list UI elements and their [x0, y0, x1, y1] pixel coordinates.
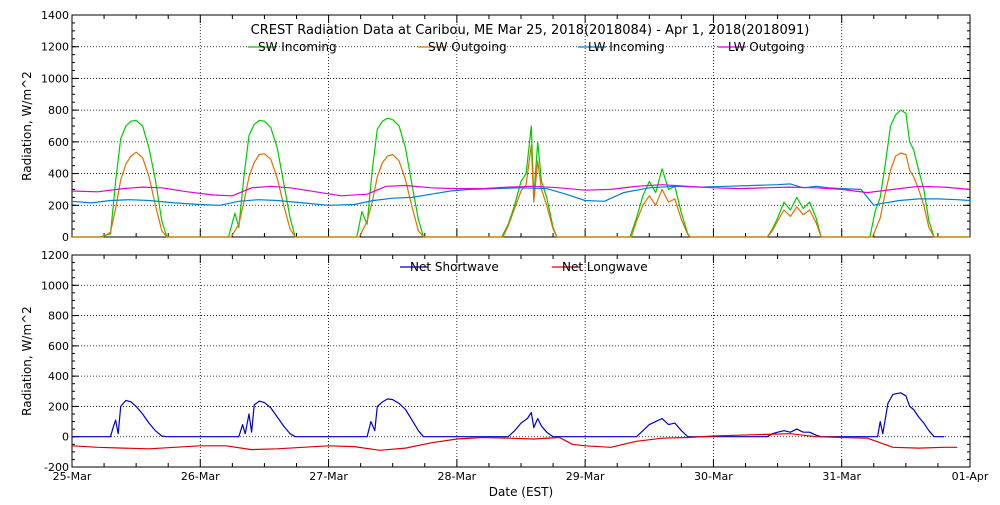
y-tick-label: 1200	[41, 41, 69, 54]
y-tick-label: 1400	[41, 9, 69, 22]
y-tick-label: 0	[62, 431, 69, 444]
x-tick-label: 27-Mar	[309, 470, 348, 483]
series-line-lw-incoming	[71, 183, 971, 206]
y-tick-label: 600	[48, 136, 69, 149]
series-line-sw-outgoing	[72, 144, 970, 238]
top-panel: 0 200 400 600 800 1000 1200 1400 Radiation, W/m^…	[20, 9, 971, 244]
y-tick-label: 600	[48, 340, 69, 353]
y-tick-label: 1200	[41, 249, 69, 262]
series-line-net-shortwave	[72, 392, 945, 438]
plot-frame	[71, 254, 971, 468]
y-tick-label: 800	[48, 104, 69, 117]
x-tick-label: 01-Apr	[952, 470, 989, 483]
legend-label: Net Longwave	[562, 260, 648, 274]
plot-frame	[71, 14, 971, 238]
y-tick-label: 400	[48, 168, 69, 181]
x-tick-label: 28-Mar	[437, 470, 476, 483]
x-axis-title: Date (EST)	[489, 485, 553, 499]
legend-label: LW Incoming	[588, 40, 665, 54]
x-tick-label: 25-Mar	[53, 470, 92, 483]
y-tick-label: 0	[62, 231, 69, 244]
x-tick-label: 30-Mar	[694, 470, 733, 483]
y-tick-label: -200	[44, 461, 69, 474]
y-tick-label: 400	[48, 370, 69, 383]
y-tick-label: 800	[48, 310, 69, 323]
legend-label: Net Shortwave	[410, 260, 499, 274]
y-axis-title: Radiation, W/m^2	[20, 306, 34, 416]
series-line-sw-incoming	[72, 109, 970, 238]
x-tick-label: 29-Mar	[566, 470, 605, 483]
legend-label: SW Incoming	[258, 40, 337, 54]
bottom-panel: -200 0 200 400 600 800 1000 1200 25-Mar 26-Mar 27-…	[20, 249, 989, 499]
x-tick-label: 26-Mar	[181, 470, 220, 483]
y-tick-label: 1000	[41, 279, 69, 292]
chart-title: CREST Radiation Data at Caribou, ME Mar …	[251, 23, 810, 38]
y-tick-label: 200	[48, 199, 69, 212]
legend-label: SW Outgoing	[428, 40, 507, 54]
series-line-lw-outgoing	[71, 184, 971, 197]
y-axis-title: Radiation, W/m^2	[20, 71, 34, 181]
series-line-net-longwave	[71, 433, 958, 451]
y-tick-label: 1000	[41, 72, 69, 85]
legend-label: LW Outgoing	[728, 40, 805, 54]
y-tick-label: 200	[48, 400, 69, 413]
x-tick-label: 31-Mar	[822, 470, 861, 483]
